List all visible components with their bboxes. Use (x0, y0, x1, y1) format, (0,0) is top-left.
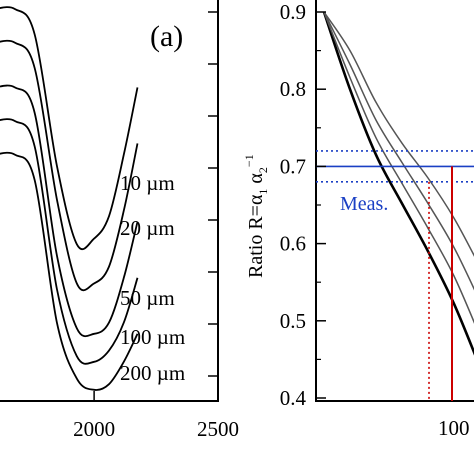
ylabel-alpha2: α (245, 173, 267, 189)
curve-label-20um: 20 µm (120, 216, 175, 240)
panel-b-frame (315, 0, 474, 402)
ylabel-sub1: 1 (256, 189, 270, 195)
panel-b-y-tick-label: 0.5 (280, 309, 306, 333)
curve-label-100um: 100 µm (120, 325, 185, 349)
panel-a-series-1 (0, 6, 139, 250)
panel-a-curve-labels: 10 µm 20 µm 50 µm 100 µm 200 µm (120, 171, 185, 385)
panel-b-y-ticks: 0.4 0.5 0.6 0.7 0.8 0.9 (280, 0, 326, 410)
panel-b-y-tick-label: 0.8 (280, 77, 306, 101)
panel-b-y-tick-label: 0.7 (280, 154, 306, 178)
curve-label-200um: 200 µm (120, 361, 185, 385)
panel-a-x-tick-label: 2500 (197, 417, 239, 441)
ylabel-main: Ratio R=α (245, 194, 267, 278)
panel-b-y-tick-label: 0.6 (280, 232, 306, 256)
panel-b-series-3 (323, 11, 474, 291)
panel-a-label: (a) (150, 20, 183, 53)
panel-b-y-axis-label: Ratio R=α1 α2−1 (242, 154, 270, 278)
panel-b: Meas. 0.4 0.5 0.6 0.7 0.8 0.9 100 Ratio R=α1 … (242, 0, 474, 440)
panel-a-series-5 (0, 151, 139, 391)
panel-b-y-tick-label: 0.4 (280, 386, 307, 410)
panel-a-curves (0, 6, 139, 391)
panel-b-series-2 (323, 11, 474, 324)
panel-a-frame (0, 0, 219, 402)
panel-b-x-tick-partial: 100 (438, 416, 470, 440)
panel-b-y-tick-label: 0.9 (280, 0, 306, 24)
ylabel-sup: −1 (242, 154, 256, 167)
panel-a-series-3 (0, 84, 139, 338)
panel-b-curves (322, 11, 474, 356)
panel-a-series-2 (0, 39, 139, 292)
panel-a-right-ticks (208, 11, 218, 377)
panel-a-series-4 (0, 118, 139, 365)
panel-b-measurement (316, 150, 474, 401)
curve-label-10um: 10 µm (120, 171, 175, 195)
panel-b-series-4 (323, 11, 474, 257)
panel-a-x-tick-label: 2000 (73, 417, 115, 441)
panel-a-x-ticks: 2000 2500 (73, 391, 239, 441)
ylabel-sub2: 2 (256, 167, 270, 173)
panel-b-series-1 (322, 11, 474, 356)
curve-label-50um: 50 µm (120, 286, 175, 310)
measurement-label: Meas. (340, 193, 388, 215)
panel-a: (a) 10 µm 20 µm 50 µm 100 µm 200 µm 2000… (0, 0, 239, 441)
